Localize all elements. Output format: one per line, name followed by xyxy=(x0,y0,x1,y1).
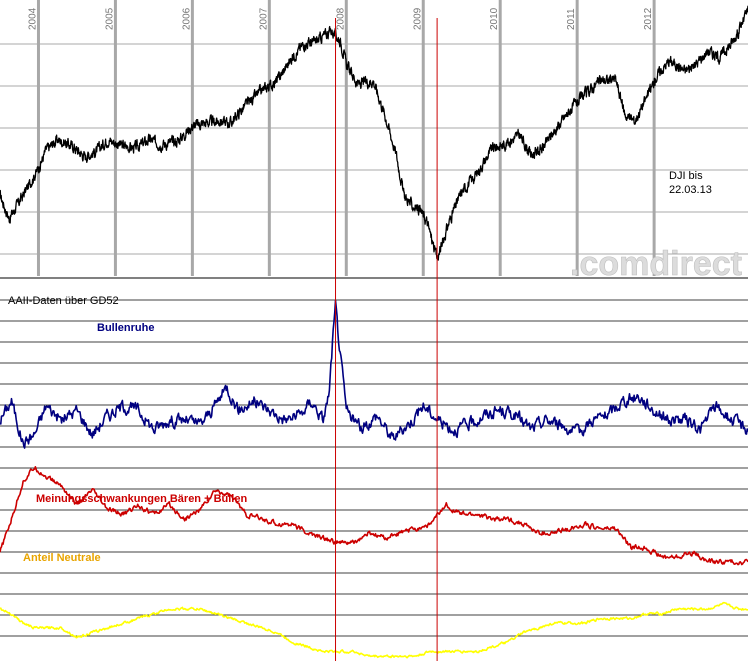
dji-annotation-line: 22.03.13 xyxy=(669,184,712,196)
x-tick-label: 2005 xyxy=(104,7,115,30)
x-tick-label: 2009 xyxy=(412,7,423,30)
x-tick-label: 2011 xyxy=(566,8,577,30)
legend-anteil-neutrale: Anteil Neutrale xyxy=(23,552,101,564)
x-tick-label: 2010 xyxy=(489,7,500,30)
top-chart-series xyxy=(0,5,748,261)
bottom-chart-grid xyxy=(0,277,748,637)
bottom-chart-series xyxy=(0,299,748,659)
comdirect-watermark: .comdirect xyxy=(570,245,742,283)
aaii-title: AAII-Daten über GD52 xyxy=(8,295,119,307)
top-chart-annotation: DJI bis 22.03.13 xyxy=(669,170,712,196)
meinungsschwankungen-line xyxy=(0,465,748,566)
x-tick-label: 2004 xyxy=(27,7,38,30)
dji-annotation-line: DJI bis xyxy=(669,170,703,182)
x-tick-label: 2007 xyxy=(258,7,269,30)
x-tick-label: 2008 xyxy=(335,7,346,30)
legend-meinungsschwankungen: Meinungsschwankungen Bären + Bullen xyxy=(36,493,247,505)
legend-bullenruhe: Bullenruhe xyxy=(97,322,154,334)
bullenruhe-line xyxy=(0,299,748,449)
top-chart-tick-labels: 2004 2005 2006 2007 2008 2009 2010 2011 2012 xyxy=(27,7,654,30)
event-markers xyxy=(335,18,438,661)
x-tick-label: 2012 xyxy=(643,7,654,30)
dji-series-line xyxy=(0,5,748,261)
x-tick-label: 2006 xyxy=(181,7,192,30)
anteil-neutrale-line xyxy=(0,601,748,659)
watermark: .comdirect xyxy=(570,245,743,284)
bottom-chart-labels: AAII-Daten über GD52 Bullenruhe Meinungssc… xyxy=(8,295,247,564)
top-chart-grid xyxy=(0,0,748,276)
